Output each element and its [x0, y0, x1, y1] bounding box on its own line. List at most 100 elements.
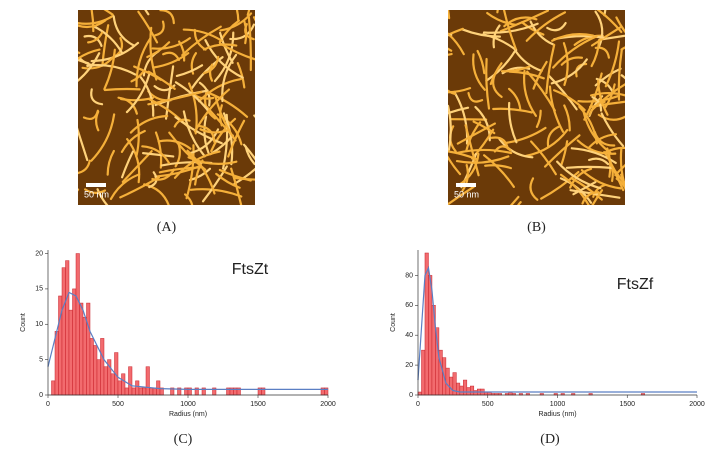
fiber [604, 146, 625, 154]
bar [417, 391, 422, 396]
bar [89, 338, 94, 396]
fiber [164, 65, 175, 120]
panel-label: (B) [527, 220, 546, 235]
fiber [193, 88, 231, 133]
fiber [559, 173, 590, 205]
fiber [126, 138, 141, 184]
fiber [498, 137, 534, 159]
fiber [552, 35, 598, 69]
x-tick-label: 2000 [689, 401, 705, 408]
bar [110, 373, 115, 396]
fiber [594, 10, 604, 49]
fiber [522, 69, 538, 117]
bar [124, 387, 129, 396]
x-tick-label: 0 [46, 401, 50, 408]
bar [449, 376, 454, 396]
y-axis-label: Count [20, 313, 27, 332]
fiber [572, 180, 597, 196]
fiber [154, 131, 163, 169]
fiber [503, 126, 547, 145]
y-tick-label: 60 [405, 302, 413, 309]
bar [117, 380, 122, 396]
fiber [173, 118, 191, 128]
fiber [530, 140, 557, 176]
bar [466, 387, 471, 396]
bar [470, 385, 475, 396]
fiber [84, 188, 107, 194]
fiber [597, 113, 625, 121]
fiber [607, 155, 625, 185]
fiber [472, 120, 496, 135]
fiber [143, 183, 170, 205]
fiber [448, 155, 462, 176]
fiber [90, 10, 95, 33]
fiber [448, 33, 453, 37]
fiber [565, 165, 613, 169]
fiber [604, 83, 616, 109]
fiber [139, 76, 155, 117]
fiber [620, 46, 625, 51]
bar [79, 302, 84, 396]
fiber [499, 10, 550, 33]
fiber [168, 131, 207, 171]
bar [463, 379, 468, 396]
fiber [227, 119, 246, 158]
fiber [573, 34, 604, 46]
fiber [461, 163, 469, 192]
fiber [551, 33, 595, 42]
fiber [484, 164, 513, 170]
fiber [525, 11, 567, 42]
bar [96, 359, 101, 396]
fiber [78, 159, 91, 175]
fiber [78, 14, 115, 25]
bar [128, 366, 133, 396]
fiber [182, 28, 223, 42]
bar [65, 260, 70, 396]
fiber [109, 173, 141, 201]
fiber [560, 140, 569, 166]
bar [54, 331, 59, 396]
fiber [489, 62, 503, 86]
fiber [507, 87, 522, 111]
fiber [204, 39, 244, 79]
fiber [535, 109, 542, 128]
fiber [619, 147, 625, 190]
bar [82, 316, 87, 396]
fiber [119, 176, 160, 199]
fiber [448, 52, 453, 56]
fiber [581, 191, 600, 205]
fiber [485, 48, 518, 82]
fiber [219, 12, 253, 32]
bar [149, 387, 154, 396]
fibers [78, 10, 255, 205]
y-tick-label: 10 [35, 321, 43, 328]
fiber [137, 10, 159, 44]
fiber [78, 51, 81, 54]
fiber [202, 43, 238, 51]
fiber [604, 40, 621, 88]
fiber [147, 91, 203, 106]
fiber [570, 147, 617, 165]
x-tick-label: 1500 [250, 401, 266, 408]
scale-bar-label: 50 nm [454, 189, 479, 199]
fiber [455, 148, 513, 155]
fiber [492, 24, 501, 49]
fit-curve [417, 265, 697, 393]
fiber [146, 41, 171, 59]
bar [438, 349, 443, 396]
x-tick-label: 2000 [320, 401, 336, 408]
fiber [252, 16, 255, 22]
fiber [103, 10, 114, 16]
fiber [507, 101, 518, 144]
y-tick-label: 20 [405, 362, 413, 369]
fiber [591, 189, 604, 205]
fiber [130, 70, 145, 83]
fiber [190, 52, 198, 75]
bar [51, 380, 56, 396]
fiber [514, 50, 543, 72]
fiber [218, 104, 223, 127]
fiber [141, 152, 175, 158]
fiber [578, 105, 598, 145]
panel-label: (C) [174, 432, 193, 447]
